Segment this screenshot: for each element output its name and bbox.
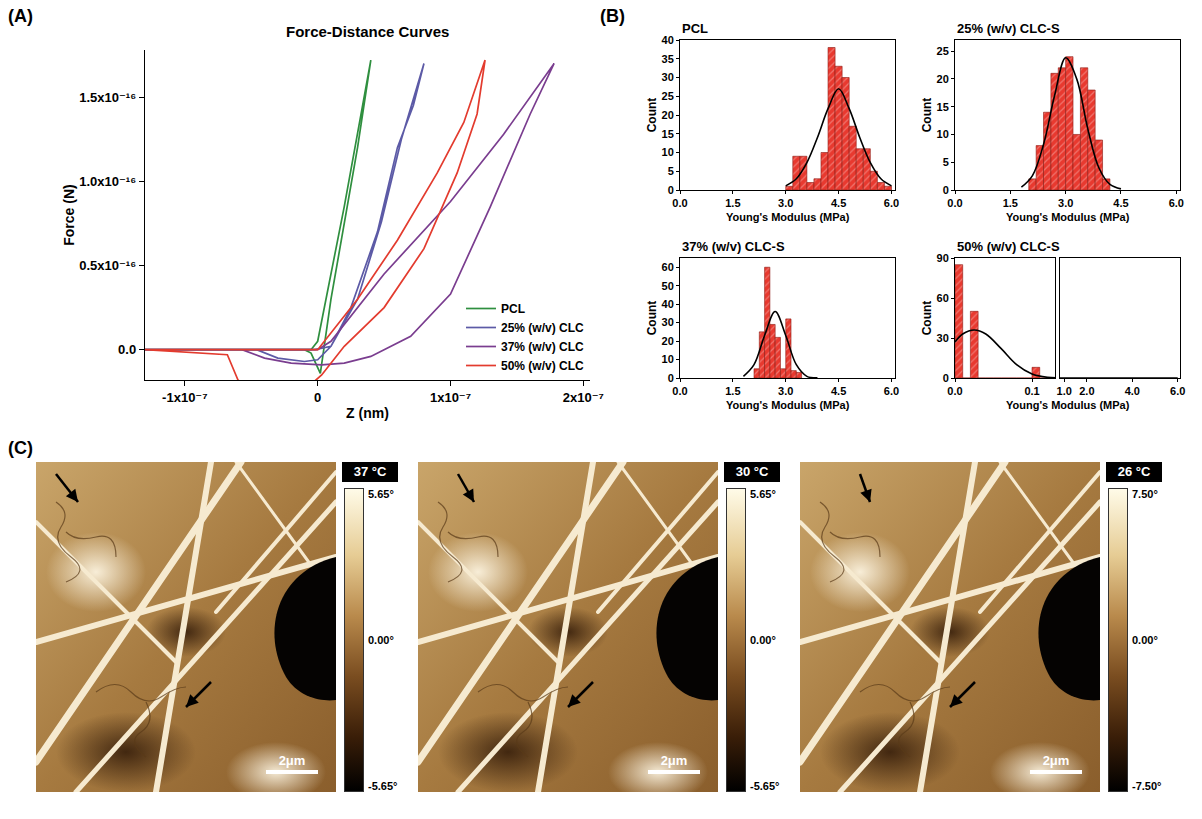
svg-text:6.0: 6.0 [884, 197, 899, 209]
svg-text:40: 40 [662, 34, 674, 46]
svg-text:1.5: 1.5 [725, 385, 740, 397]
svg-text:0.0: 0.0 [672, 197, 687, 209]
svg-text:60: 60 [662, 261, 674, 273]
html-text:7.50°: 7.50° [1132, 488, 1158, 500]
html-text:5.65°: 5.65° [750, 488, 776, 500]
svg-text:30: 30 [662, 71, 674, 83]
html-text:37 °C: 37 °C [353, 464, 387, 479]
svg-text:30: 30 [937, 332, 949, 344]
svg-text:2μm: 2μm [661, 753, 688, 768]
svg-text:25% (w/v) CLC-S: 25% (w/v) CLC-S [957, 21, 1060, 36]
svg-text:20: 20 [662, 335, 674, 347]
svg-text:37% (w/v) CLC-S: 37% (w/v) CLC-S [682, 239, 785, 254]
svg-text:0.5x10⁻¹⁶: 0.5x10⁻¹⁶ [79, 258, 136, 273]
svg-text:10: 10 [937, 128, 949, 140]
html-text:0.00°: 0.00° [368, 634, 394, 646]
svg-text:1.5x10⁻¹⁶: 1.5x10⁻¹⁶ [79, 90, 136, 105]
svg-text:5: 5 [668, 165, 674, 177]
svg-text:0.0: 0.0 [672, 385, 687, 397]
svg-text:6.0: 6.0 [884, 385, 899, 397]
html-text:-7.50°: -7.50° [1132, 780, 1162, 792]
svg-text:1.5: 1.5 [725, 197, 740, 209]
svg-text:1.0x10⁻¹⁶: 1.0x10⁻¹⁶ [79, 174, 136, 189]
html-text:0.00°: 0.00° [1132, 634, 1158, 646]
svg-text:0.0: 0.0 [118, 342, 136, 357]
svg-text:15: 15 [937, 101, 949, 113]
svg-text:-1x10⁻⁷: -1x10⁻⁷ [162, 390, 207, 405]
svg-text:Count: Count [645, 98, 659, 133]
svg-text:Young's Modulus (MPa): Young's Modulus (MPa) [726, 211, 850, 223]
svg-text:Z (nm): Z (nm) [346, 405, 389, 421]
svg-text:90: 90 [937, 252, 949, 264]
svg-text:1.0: 1.0 [1057, 385, 1072, 397]
svg-text:PCL: PCL [682, 21, 708, 36]
svg-text:10: 10 [662, 146, 674, 158]
svg-text:30: 30 [662, 316, 674, 328]
svg-text:25: 25 [662, 90, 674, 102]
svg-text:Young's Modulus (MPa): Young's Modulus (MPa) [726, 399, 850, 411]
svg-text:0.1: 0.1 [1024, 385, 1039, 397]
svg-text:0: 0 [943, 184, 949, 196]
html-text:(B): (B) [600, 6, 625, 26]
svg-text:4.0: 4.0 [1125, 385, 1140, 397]
svg-text:PCL: PCL [501, 302, 525, 316]
html-text:0.00°: 0.00° [750, 634, 776, 646]
html-text:30 °C: 30 °C [735, 464, 769, 479]
svg-text:2.0: 2.0 [1079, 385, 1094, 397]
html-text:(A): (A) [8, 6, 33, 26]
svg-text:0: 0 [943, 372, 949, 384]
svg-text:6.0: 6.0 [1170, 385, 1185, 397]
svg-text:0.0: 0.0 [947, 385, 962, 397]
svg-text:Force-Distance Curves: Force-Distance Curves [286, 23, 449, 40]
html-text:5.65°: 5.65° [368, 488, 394, 500]
html-text:(C): (C) [8, 438, 33, 458]
html-text:-5.65°: -5.65° [368, 780, 398, 792]
svg-text:Young's Modulus (MPa): Young's Modulus (MPa) [1006, 399, 1130, 411]
svg-text:0: 0 [668, 184, 674, 196]
svg-text:20: 20 [937, 73, 949, 85]
svg-text:50% (w/v) CLC-S: 50% (w/v) CLC-S [957, 239, 1060, 254]
svg-text:6.0: 6.0 [1169, 197, 1184, 209]
svg-text:0: 0 [314, 390, 321, 405]
svg-text:1x10⁻⁷: 1x10⁻⁷ [430, 390, 471, 405]
svg-text:0.0: 0.0 [947, 197, 962, 209]
svg-text:37% (w/v) CLC: 37% (w/v) CLC [501, 340, 584, 354]
svg-text:Count: Count [920, 98, 934, 133]
svg-text:Force (N): Force (N) [61, 184, 77, 245]
html-text:-5.65°: -5.65° [750, 780, 780, 792]
svg-text:1.5: 1.5 [1003, 197, 1018, 209]
svg-text:25% (w/v) CLC: 25% (w/v) CLC [501, 321, 584, 335]
svg-text:20: 20 [662, 109, 674, 121]
svg-text:35: 35 [662, 53, 674, 65]
svg-text:Count: Count [645, 301, 659, 336]
svg-text:4.5: 4.5 [831, 385, 846, 397]
svg-text:Young's Modulus (MPa): Young's Modulus (MPa) [1006, 211, 1130, 223]
svg-text:3.0: 3.0 [778, 197, 793, 209]
svg-text:2μm: 2μm [1043, 753, 1070, 768]
svg-text:50% (w/v) CLC: 50% (w/v) CLC [501, 359, 584, 373]
svg-text:3.0: 3.0 [778, 385, 793, 397]
svg-text:50: 50 [662, 280, 674, 292]
svg-text:40: 40 [662, 298, 674, 310]
svg-text:10: 10 [662, 353, 674, 365]
html-text:26 °C: 26 °C [1117, 464, 1151, 479]
svg-text:4.5: 4.5 [1113, 197, 1128, 209]
svg-text:2μm: 2μm [279, 753, 306, 768]
svg-text:2x10⁻⁷: 2x10⁻⁷ [563, 390, 604, 405]
svg-text:4.5: 4.5 [831, 197, 846, 209]
svg-text:15: 15 [662, 128, 674, 140]
svg-text:5: 5 [943, 156, 949, 168]
svg-text:0: 0 [668, 372, 674, 384]
svg-text:60: 60 [937, 292, 949, 304]
svg-text:3.0: 3.0 [1058, 197, 1073, 209]
svg-text:Count: Count [920, 301, 934, 336]
svg-text:25: 25 [937, 45, 949, 57]
